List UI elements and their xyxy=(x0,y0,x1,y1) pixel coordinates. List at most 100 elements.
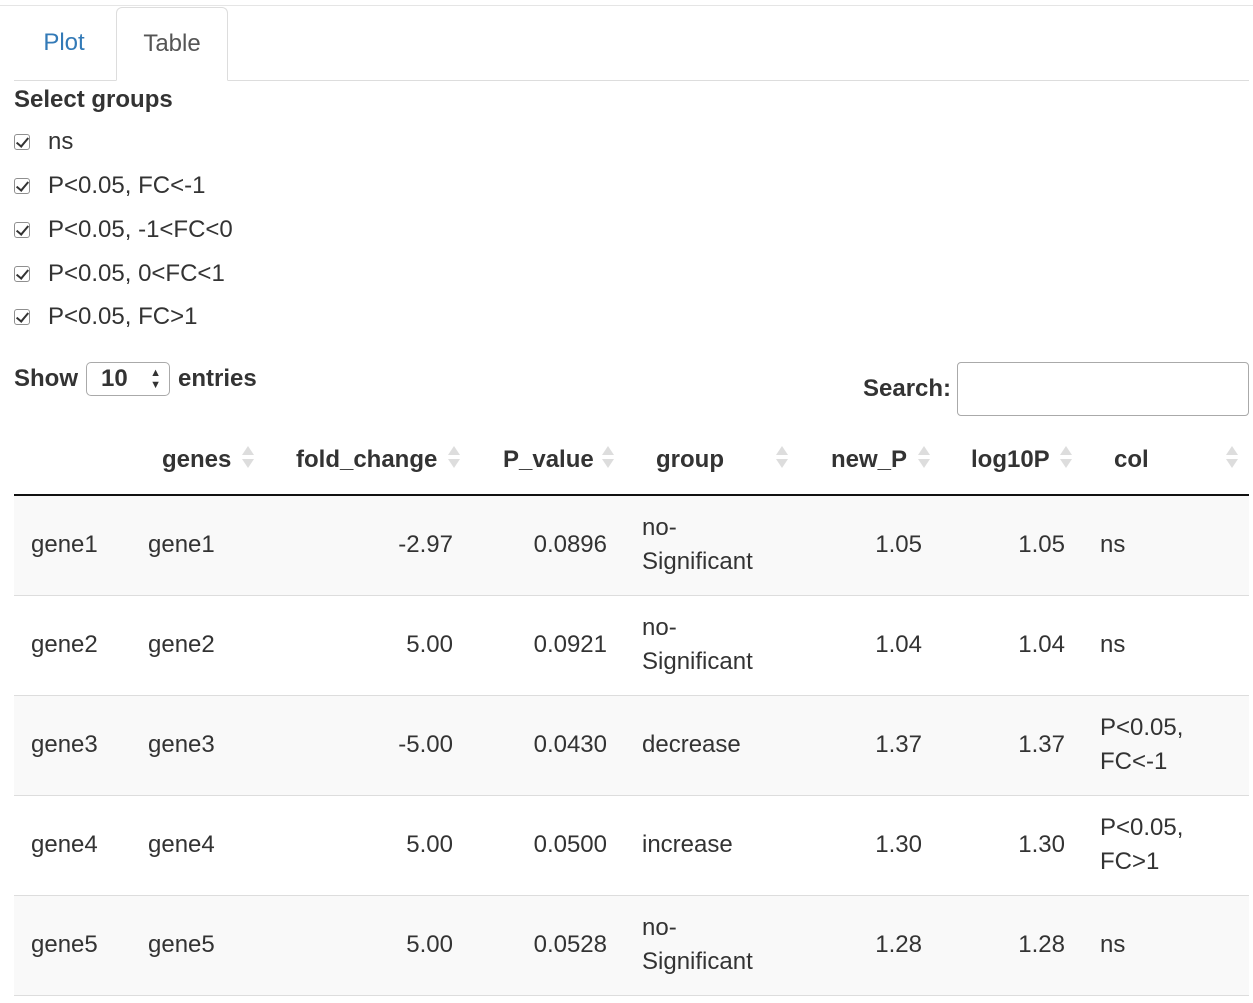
checkbox-label: P<0.05, 0<FC<1 xyxy=(48,260,225,287)
table-row: gene5 gene5 5.00 0.0528 no- Significant 1.28 1.… xyxy=(14,896,1249,996)
header-col[interactable]: col xyxy=(1114,446,1149,473)
checkbox[interactable] xyxy=(14,178,30,194)
cell-col: P<0.05, FC<-1 xyxy=(1100,711,1183,779)
cell-log10P: 1.37 xyxy=(1018,731,1065,758)
cell-new-P: 1.30 xyxy=(875,831,922,858)
table-body: gene1 gene1 -2.97 0.0896 no- Significant 1.05 1… xyxy=(14,496,1249,996)
sort-icon xyxy=(602,444,614,470)
sort-icon xyxy=(1226,444,1238,470)
checkbox-option-ns[interactable]: ns xyxy=(14,127,73,157)
select-arrows-icon: ▲ ▼ xyxy=(150,367,161,391)
cell-line: ns xyxy=(1100,531,1126,558)
cell-genes: gene5 xyxy=(148,931,215,958)
cell-log10P: 1.04 xyxy=(1018,631,1065,658)
cell-P-value: 0.0528 xyxy=(533,931,607,958)
cell-P-value: 0.0500 xyxy=(533,831,607,858)
checkbox-label: P<0.05, FC>1 xyxy=(48,303,198,330)
checkbox[interactable] xyxy=(14,309,30,325)
cell-line: no- xyxy=(642,614,677,641)
cell-genes: gene2 xyxy=(148,631,215,658)
cell-new-P: 1.37 xyxy=(875,731,922,758)
search-label: Search: xyxy=(863,375,952,402)
cell-line: Significant xyxy=(642,648,753,675)
cell-line: no- xyxy=(642,514,677,541)
cell-log10P: 1.05 xyxy=(1018,531,1065,558)
cell-line: P<0.05, xyxy=(1100,714,1184,741)
show-label: Show xyxy=(14,365,78,392)
sort-icon xyxy=(918,444,930,470)
checkbox-option-fc-neg1-to-0[interactable]: P<0.05, -1<FC<0 xyxy=(14,215,233,245)
cell-fold-change: -2.97 xyxy=(398,531,453,558)
cell-new-P: 1.28 xyxy=(875,931,922,958)
checkbox[interactable] xyxy=(14,222,30,238)
cell-line: ns xyxy=(1100,631,1126,658)
checkbox[interactable] xyxy=(14,134,30,150)
table-row: gene3 gene3 -5.00 0.0430 decrease 1.37 1.37 P<0… xyxy=(14,696,1249,796)
header-genes[interactable]: genes xyxy=(162,446,232,473)
cell-line: P<0.05, xyxy=(1100,814,1184,841)
cell-log10P: 1.28 xyxy=(1018,931,1065,958)
checkbox-option-fc-gt-1[interactable]: P<0.05, FC>1 xyxy=(14,302,197,332)
cell-group: decrease xyxy=(642,728,741,762)
cell-genes: gene3 xyxy=(148,731,215,758)
sort-icon xyxy=(1060,444,1072,470)
data-table: genes fold_change P_value group new_P lo… xyxy=(14,432,1249,996)
cell-fold-change: 5.00 xyxy=(406,831,453,858)
cell-fold-change: 5.00 xyxy=(406,931,453,958)
header-p-value[interactable]: P_value xyxy=(503,446,594,473)
cell-col: ns xyxy=(1100,928,1125,962)
search-input[interactable] xyxy=(957,362,1249,416)
checkbox-option-fc-0-to-1[interactable]: P<0.05, 0<FC<1 xyxy=(14,259,225,289)
cell-genes: gene1 xyxy=(148,531,215,558)
cell-col: P<0.05, FC>1 xyxy=(1100,811,1183,879)
table-row: gene1 gene1 -2.97 0.0896 no- Significant 1.05 1… xyxy=(14,496,1249,596)
cell-new-P: 1.05 xyxy=(875,531,922,558)
sort-icon xyxy=(448,444,460,470)
entries-label: entries xyxy=(178,365,257,392)
cell-group: increase xyxy=(642,828,733,862)
sort-icon xyxy=(776,444,788,470)
cell-genes: gene4 xyxy=(148,831,215,858)
entries-select-value: 10 xyxy=(101,365,128,392)
cell-rowname: gene2 xyxy=(31,631,98,658)
cell-line: ns xyxy=(1100,931,1126,958)
cell-line: no- xyxy=(642,914,677,941)
cell-group: no- Significant xyxy=(642,511,753,579)
sort-icon xyxy=(242,444,254,470)
cell-fold-change: -5.00 xyxy=(398,731,453,758)
tab-plot[interactable]: Plot xyxy=(43,29,85,56)
checkbox[interactable] xyxy=(14,266,30,282)
entries-select[interactable]: 10 ▲ ▼ xyxy=(86,362,170,396)
tab-bar: Plot Table xyxy=(14,7,1249,81)
cell-line: FC>1 xyxy=(1100,848,1160,875)
cell-log10P: 1.30 xyxy=(1018,831,1065,858)
checkbox-label: P<0.05, -1<FC<0 xyxy=(48,216,233,243)
header-group[interactable]: group xyxy=(656,446,724,473)
cell-line: increase xyxy=(642,831,733,858)
cell-P-value: 0.0896 xyxy=(533,531,607,558)
length-menu: Show 10 ▲ ▼ entries xyxy=(14,362,257,396)
table-header: genes fold_change P_value group new_P lo… xyxy=(14,432,1249,496)
tab-table[interactable]: Table xyxy=(116,7,228,81)
cell-rowname: gene1 xyxy=(31,531,98,558)
cell-line: decrease xyxy=(642,731,741,758)
cell-rowname: gene3 xyxy=(31,731,98,758)
header-new-p[interactable]: new_P xyxy=(831,446,908,473)
cell-P-value: 0.0430 xyxy=(533,731,607,758)
cell-line: FC<-1 xyxy=(1100,748,1168,775)
cell-line: Significant xyxy=(642,948,753,975)
top-divider xyxy=(0,5,1253,6)
cell-group: no- Significant xyxy=(642,611,753,679)
header-log10p[interactable]: log10P xyxy=(971,446,1050,473)
checkbox-label: ns xyxy=(48,128,74,155)
cell-col: ns xyxy=(1100,628,1125,662)
checkbox-label: P<0.05, FC<-1 xyxy=(48,172,206,199)
cell-fold-change: 5.00 xyxy=(406,631,453,658)
checkbox-option-fc-lt-neg1[interactable]: P<0.05, FC<-1 xyxy=(14,171,205,201)
cell-line: Significant xyxy=(642,548,753,575)
table-row: gene2 gene2 5.00 0.0921 no- Significant 1.04 1.… xyxy=(14,596,1249,696)
cell-new-P: 1.04 xyxy=(875,631,922,658)
header-fold-change[interactable]: fold_change xyxy=(296,446,438,473)
select-groups-label: Select groups xyxy=(14,86,173,113)
cell-rowname: gene4 xyxy=(31,831,98,858)
